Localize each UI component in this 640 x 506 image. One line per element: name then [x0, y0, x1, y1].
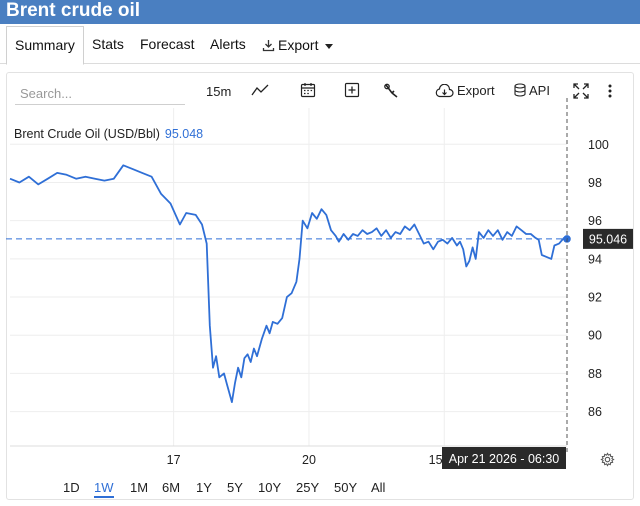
api-label: API: [529, 83, 550, 98]
x-tick-label: 17: [167, 453, 181, 467]
range-6m[interactable]: 6M: [162, 480, 181, 495]
search-input[interactable]: [15, 83, 185, 105]
tab-export-label: Export: [278, 37, 319, 53]
calendar-icon[interactable]: [300, 82, 316, 98]
fullscreen-icon[interactable]: [573, 83, 589, 99]
range-1m[interactable]: 1M: [130, 480, 149, 495]
range-5y[interactable]: 5Y: [227, 480, 243, 495]
interval-selector[interactable]: 15m: [206, 84, 232, 99]
tab-forecast[interactable]: Forecast: [140, 36, 195, 52]
settings-gear-icon[interactable]: [600, 452, 615, 472]
chart-toolbar: 15m Export API: [7, 73, 633, 109]
series-line: [9, 164, 568, 403]
tab-alerts[interactable]: Alerts: [210, 36, 246, 52]
range-50y[interactable]: 50Y: [334, 480, 358, 495]
export-chart-button[interactable]: Export: [435, 83, 495, 98]
series-last-value: 95.048: [165, 127, 203, 141]
cloud-download-icon: [435, 84, 454, 98]
x-tick-label: 20: [302, 453, 316, 467]
tab-export[interactable]: Export: [262, 26, 334, 65]
chart-panel: 15m Export API: [6, 72, 634, 500]
crosshair-date-label-bg: [442, 447, 566, 469]
range-25y[interactable]: 25Y: [296, 480, 320, 495]
range-10y[interactable]: 10Y: [258, 480, 282, 495]
api-button[interactable]: API: [514, 83, 550, 98]
series-name: Brent Crude Oil (USD/Bbl): [14, 127, 160, 141]
y-tick-label: 94: [588, 252, 602, 266]
range-all[interactable]: All: [371, 480, 386, 495]
range-1d[interactable]: 1D: [63, 480, 80, 495]
chevron-down-icon: [325, 26, 334, 62]
y-tick-label: 92: [588, 291, 602, 305]
range-1y[interactable]: 1Y: [196, 480, 212, 495]
y-tick-label: 90: [588, 329, 602, 343]
range-selector: 1D 1W 1M 6M 1Y 5Y 10Y 25Y 50Y All: [0, 476, 640, 500]
y-tick-label: 96: [588, 214, 602, 228]
tab-summary[interactable]: Summary: [6, 26, 84, 65]
more-vertical-icon[interactable]: [607, 83, 613, 99]
range-1w[interactable]: 1W: [94, 480, 114, 498]
y-tick-label: 86: [588, 405, 602, 419]
svg-text:Brent Crude Oil (USD/Bbl)95.04: Brent Crude Oil (USD/Bbl) 95.048: [14, 127, 203, 141]
plus-box-icon[interactable]: [344, 82, 360, 98]
database-icon: [514, 83, 526, 97]
y-tick-label: 100: [588, 138, 609, 152]
download-icon: [262, 29, 275, 65]
page-title: Brent crude oil: [0, 0, 640, 24]
tab-bar: Summary Stats Forecast Alerts Export: [0, 26, 640, 65]
wrench-icon[interactable]: [383, 83, 399, 99]
crosshair-date-label: Apr 21 2026 - 06:30: [449, 452, 560, 466]
last-price-label-bg: [583, 228, 633, 249]
tab-stats[interactable]: Stats: [92, 36, 124, 52]
line-chart-icon[interactable]: [251, 83, 269, 97]
y-tick-label: 98: [588, 176, 602, 190]
last-price-label: 95.046: [589, 232, 627, 246]
export-chart-label: Export: [457, 83, 495, 98]
y-tick-label: 88: [588, 367, 602, 381]
